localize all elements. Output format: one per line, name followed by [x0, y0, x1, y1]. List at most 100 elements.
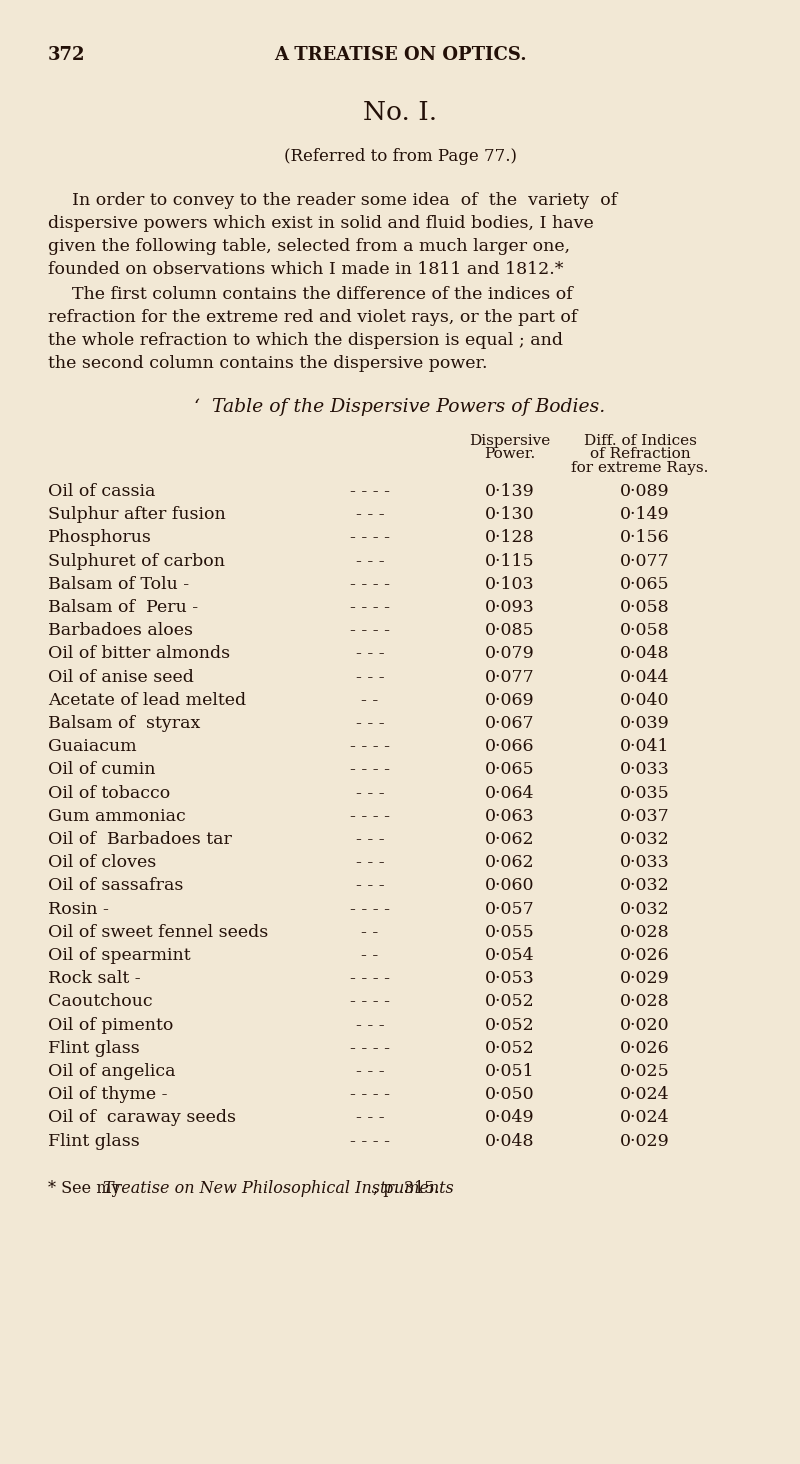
Text: - - - -: - - - -	[350, 808, 390, 824]
Text: - - -: - - -	[356, 1016, 384, 1034]
Text: Oil of tobacco: Oil of tobacco	[48, 785, 170, 802]
Text: the whole refraction to which the dispersion is equal ; and: the whole refraction to which the disper…	[48, 332, 563, 348]
Text: for extreme Rays.: for extreme Rays.	[571, 461, 709, 474]
Text: 0·103: 0·103	[485, 575, 535, 593]
Text: 0·035: 0·035	[620, 785, 670, 802]
Text: Barbadoes aloes: Barbadoes aloes	[48, 622, 193, 640]
Text: - - - -: - - - -	[350, 761, 390, 779]
Text: Oil of cloves: Oil of cloves	[48, 854, 156, 871]
Text: 0·052: 0·052	[485, 1016, 535, 1034]
Text: - - -: - - -	[356, 646, 384, 662]
Text: Acetate of lead melted: Acetate of lead melted	[48, 692, 246, 709]
Text: Oil of thyme -: Oil of thyme -	[48, 1086, 167, 1104]
Text: Rosin -: Rosin -	[48, 900, 109, 918]
Text: 0·026: 0·026	[620, 947, 670, 963]
Text: 0·077: 0·077	[620, 552, 670, 569]
Text: 0·058: 0·058	[620, 622, 670, 640]
Text: 0·156: 0·156	[620, 530, 670, 546]
Text: Oil of anise seed: Oil of anise seed	[48, 669, 194, 685]
Text: 0·024: 0·024	[620, 1086, 670, 1104]
Text: 0·058: 0·058	[620, 599, 670, 616]
Text: - - -: - - -	[356, 785, 384, 802]
Text: 0·032: 0·032	[620, 877, 670, 895]
Text: 0·067: 0·067	[485, 714, 535, 732]
Text: founded on observations which I made in 1811 and 1812.*: founded on observations which I made in …	[48, 261, 563, 278]
Text: Rock salt -: Rock salt -	[48, 971, 141, 987]
Text: - - - -: - - - -	[350, 530, 390, 546]
Text: refraction for the extreme red and violet rays, or the part of: refraction for the extreme red and viole…	[48, 309, 578, 326]
Text: 0·065: 0·065	[485, 761, 535, 779]
Text: 0·060: 0·060	[486, 877, 534, 895]
Text: 0·085: 0·085	[485, 622, 535, 640]
Text: Guaiacum: Guaiacum	[48, 738, 137, 755]
Text: 0·029: 0·029	[620, 971, 670, 987]
Text: 0·044: 0·044	[620, 669, 670, 685]
Text: 0·055: 0·055	[485, 924, 535, 941]
Text: (Referred to from Page 77.): (Referred to from Page 77.)	[283, 148, 517, 165]
Text: 0·069: 0·069	[485, 692, 535, 709]
Text: - - -: - - -	[356, 1110, 384, 1126]
Text: - - - -: - - - -	[350, 1086, 390, 1104]
Text: 0·032: 0·032	[620, 900, 670, 918]
Text: 0·025: 0·025	[620, 1063, 670, 1080]
Text: Oil of spearmint: Oil of spearmint	[48, 947, 190, 963]
Text: Flint glass: Flint glass	[48, 1039, 140, 1057]
Text: - - -: - - -	[356, 1063, 384, 1080]
Text: of Refraction: of Refraction	[590, 448, 690, 461]
Text: 0·063: 0·063	[485, 808, 535, 824]
Text: Oil of cassia: Oil of cassia	[48, 483, 155, 501]
Text: Treatise on New Philosophical Instruments: Treatise on New Philosophical Instrument…	[103, 1180, 454, 1196]
Text: - - - -: - - - -	[350, 971, 390, 987]
Text: - - -: - - -	[356, 552, 384, 569]
Text: - - - -: - - - -	[350, 622, 390, 640]
Text: No. I.: No. I.	[363, 100, 437, 124]
Text: 0·028: 0·028	[620, 994, 670, 1010]
Text: ‘  Table of the Dispersive Powers of Bodies.: ‘ Table of the Dispersive Powers of Bodi…	[194, 398, 606, 416]
Text: A TREATISE ON OPTICS.: A TREATISE ON OPTICS.	[274, 45, 526, 64]
Text: The first column contains the difference of the indices of: The first column contains the difference…	[72, 285, 573, 303]
Text: the second column contains the dispersive power.: the second column contains the dispersiv…	[48, 354, 487, 372]
Text: Diff. of Indices: Diff. of Indices	[583, 433, 697, 448]
Text: - - - -: - - - -	[350, 900, 390, 918]
Text: - - - -: - - - -	[350, 1133, 390, 1149]
Text: - - -: - - -	[356, 877, 384, 895]
Text: 0·093: 0·093	[485, 599, 535, 616]
Text: 0·079: 0·079	[485, 646, 535, 662]
Text: 0·040: 0·040	[620, 692, 670, 709]
Text: - - -: - - -	[356, 714, 384, 732]
Text: 0·048: 0·048	[620, 646, 670, 662]
Text: 0·050: 0·050	[485, 1086, 535, 1104]
Text: - -: - -	[362, 692, 378, 709]
Text: 0·066: 0·066	[486, 738, 534, 755]
Text: Oil of bitter almonds: Oil of bitter almonds	[48, 646, 230, 662]
Text: Oil of sweet fennel seeds: Oil of sweet fennel seeds	[48, 924, 268, 941]
Text: - - - -: - - - -	[350, 994, 390, 1010]
Text: 0·051: 0·051	[485, 1063, 535, 1080]
Text: 0·128: 0·128	[485, 530, 535, 546]
Text: Gum ammoniac: Gum ammoniac	[48, 808, 186, 824]
Text: dispersive powers which exist in solid and fluid bodies, I have: dispersive powers which exist in solid a…	[48, 215, 594, 231]
Text: 0·139: 0·139	[485, 483, 535, 501]
Text: 0·029: 0·029	[620, 1133, 670, 1149]
Text: - - - -: - - - -	[350, 599, 390, 616]
Text: In order to convey to the reader some idea  of  the  variety  of: In order to convey to the reader some id…	[72, 192, 618, 209]
Text: - -: - -	[362, 947, 378, 963]
Text: 0·062: 0·062	[485, 854, 535, 871]
Text: 0·049: 0·049	[485, 1110, 535, 1126]
Text: - - -: - - -	[356, 669, 384, 685]
Text: 0·026: 0·026	[620, 1039, 670, 1057]
Text: 0·130: 0·130	[485, 507, 535, 523]
Text: Oil of  caraway seeds: Oil of caraway seeds	[48, 1110, 236, 1126]
Text: 0·032: 0·032	[620, 832, 670, 848]
Text: * See my: * See my	[48, 1180, 126, 1196]
Text: 0·052: 0·052	[485, 1039, 535, 1057]
Text: 372: 372	[48, 45, 86, 64]
Text: Oil of  Barbadoes tar: Oil of Barbadoes tar	[48, 832, 232, 848]
Text: Sulphuret of carbon: Sulphuret of carbon	[48, 552, 225, 569]
Text: - -: - -	[362, 924, 378, 941]
Text: 0·039: 0·039	[620, 714, 670, 732]
Text: 0·077: 0·077	[485, 669, 535, 685]
Text: Oil of sassafras: Oil of sassafras	[48, 877, 183, 895]
Text: Balsam of Tolu -: Balsam of Tolu -	[48, 575, 189, 593]
Text: - - -: - - -	[356, 832, 384, 848]
